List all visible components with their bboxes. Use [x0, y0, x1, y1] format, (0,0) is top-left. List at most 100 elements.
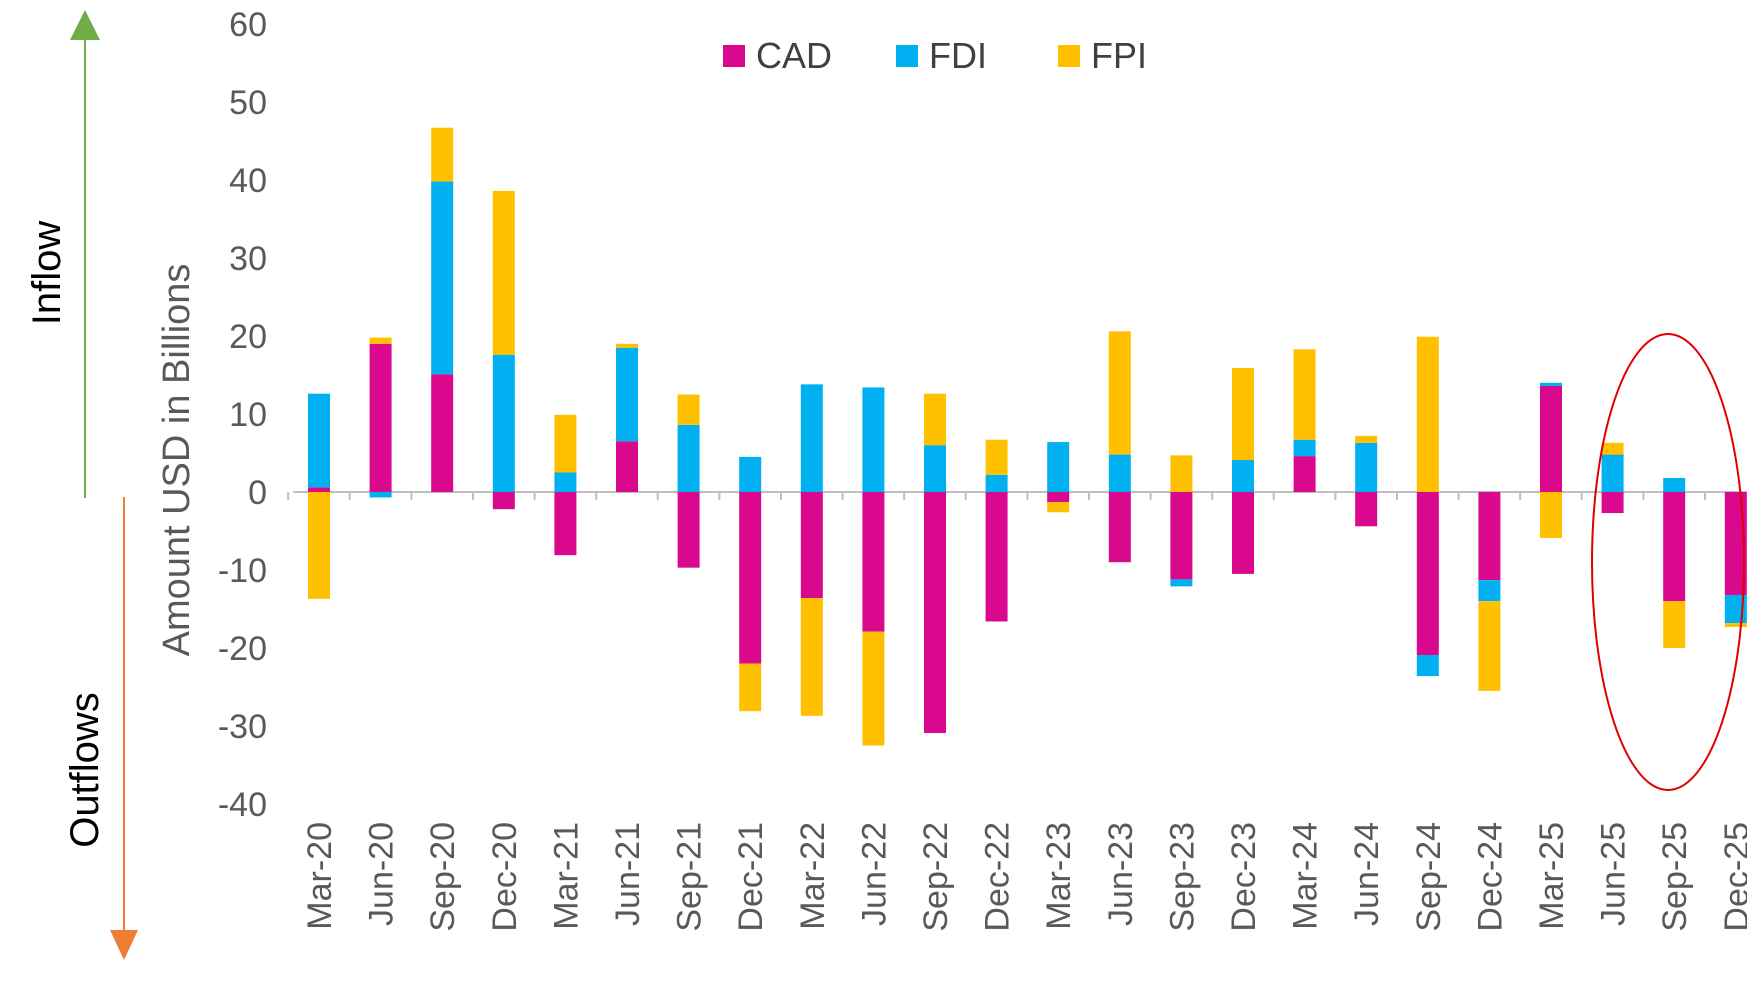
- bar-cad-mar-22: [800, 492, 823, 599]
- x-tick-label: Mar-24: [1287, 822, 1325, 930]
- y-tick-label: 30: [229, 240, 267, 278]
- y-tick-label: 20: [229, 318, 267, 356]
- bar-cad-sep-22: [924, 492, 946, 734]
- bar-cad-dec-20: [492, 492, 515, 510]
- bar-fpi-mar-20: [308, 492, 330, 599]
- x-tick-label: Jun-21: [609, 822, 647, 926]
- bar-cad-sep-23: [1170, 492, 1193, 580]
- y-axis-label: Amount USD in Billions: [156, 264, 198, 657]
- bar-cad-mar-23: [1047, 492, 1070, 503]
- legend-swatch-fdi: [896, 45, 918, 67]
- bar-fdi-sep-20: [431, 181, 454, 375]
- bar-fpi-dec-24: [1478, 601, 1501, 691]
- bar-fpi-sep-23: [1170, 455, 1193, 492]
- y-tick-label: 50: [229, 84, 267, 122]
- y-tick-label: 10: [229, 396, 267, 434]
- legend-label-cad: CAD: [756, 35, 832, 76]
- inflow-arrow-head: [70, 10, 100, 40]
- bar-fpi-dec-21: [739, 663, 762, 712]
- bar-fpi-sep-21: [677, 394, 700, 425]
- bar-cad-mar-24: [1293, 456, 1316, 492]
- x-axis-ticks: Mar-20 Jun-20 Sep-20 Dec-20 Mar-21 Jun-21 Sep-…: [287, 492, 1747, 932]
- bar-fdi-jun-22: [862, 387, 885, 492]
- x-tick-label: Dec-22: [979, 822, 1017, 932]
- bar-cad-jun-20: [369, 343, 392, 492]
- bar-cad-jun-23: [1108, 492, 1131, 563]
- bar-fdi-dec-24: [1478, 580, 1501, 602]
- x-tick-label: Mar-22: [794, 822, 832, 930]
- bar-cad-dec-24: [1478, 492, 1501, 581]
- bar-fpi-sep-25: [1663, 601, 1686, 648]
- bar-cad-mar-25: [1540, 385, 1562, 492]
- bar-cad-dec-23: [1232, 492, 1254, 574]
- bar-fpi-mar-24: [1293, 349, 1316, 440]
- bar-fpi-sep-20: [431, 127, 454, 182]
- bar-fdi-dec-22: [985, 474, 1008, 492]
- bar-fdi-sep-23: [1170, 579, 1193, 587]
- bar-fpi-sep-24: [1416, 336, 1439, 492]
- bar-fpi-jun-24: [1355, 435, 1378, 443]
- legend-label-fdi: FDI: [929, 35, 987, 76]
- bar-fdi-sep-25: [1663, 477, 1686, 492]
- legend: CAD FDI FPI: [723, 35, 1147, 76]
- bar-fpi-dec-23: [1232, 367, 1254, 461]
- outflow-label: Outflows: [63, 692, 107, 848]
- bar-fdi-mar-21: [554, 472, 577, 492]
- x-tick-label: Jun-20: [363, 822, 401, 926]
- x-tick-label: Sep-25: [1656, 822, 1694, 932]
- bar-fdi-sep-22: [924, 445, 946, 492]
- x-tick-label: Dec-21: [732, 822, 770, 932]
- bar-cad-mar-21: [554, 492, 577, 556]
- bar-fpi-mar-21: [554, 414, 577, 473]
- bar-fdi-mar-22: [800, 384, 823, 492]
- y-tick-label: 60: [229, 6, 267, 44]
- inflow-label: Inflow: [25, 221, 69, 326]
- bar-cad-sep-24: [1416, 492, 1439, 656]
- x-tick-label: Mar-21: [547, 822, 585, 930]
- bar-fdi-jun-20: [369, 492, 392, 498]
- bar-fdi-mar-24: [1293, 439, 1316, 457]
- bar-cad-sep-21: [677, 492, 700, 568]
- bar-cad-jun-25: [1601, 492, 1624, 514]
- y-tick-label: -40: [218, 786, 267, 824]
- bar-cad-jun-22: [862, 492, 885, 632]
- bar-fpi-dec-22: [985, 439, 1008, 475]
- bar-fdi-sep-21: [677, 424, 700, 492]
- bar-cad-dec-25: [1724, 492, 1747, 595]
- x-tick-label: Mar-20: [301, 822, 339, 930]
- x-tick-label: Mar-25: [1533, 822, 1571, 930]
- bar-cad-dec-21: [739, 492, 762, 664]
- outflow-arrow-head: [110, 930, 138, 960]
- x-tick-label: Jun-22: [855, 822, 893, 926]
- bar-fdi-mar-25: [1540, 382, 1562, 386]
- bar-fpi-jun-25: [1601, 442, 1624, 455]
- bar-fdi-jun-23: [1108, 454, 1131, 492]
- x-tick-label: Dec-20: [486, 822, 524, 932]
- x-tick-label: Dec-25: [1718, 822, 1747, 932]
- bar-fpi-dec-25: [1724, 623, 1747, 627]
- bar-cad-sep-20: [431, 374, 454, 492]
- x-tick-label: Sep-23: [1163, 822, 1201, 932]
- bar-cad-jun-24: [1355, 492, 1378, 527]
- bar-fpi-dec-20: [492, 190, 515, 355]
- bar-fpi-jun-22: [862, 631, 885, 746]
- highlight-ellipse: [1591, 333, 1745, 791]
- bar-cad-sep-25: [1663, 492, 1686, 602]
- bar-fpi-jun-21: [616, 343, 638, 348]
- x-tick-label: Jun-24: [1348, 822, 1386, 926]
- bar-fpi-jun-23: [1108, 331, 1131, 455]
- x-tick-label: Sep-21: [671, 822, 709, 932]
- bar-fpi-mar-25: [1540, 492, 1562, 539]
- y-tick-label: -10: [218, 552, 267, 590]
- bar-fdi-dec-21: [739, 456, 762, 492]
- bar-fpi-mar-23: [1047, 502, 1070, 513]
- y-tick-label: -30: [218, 708, 267, 746]
- bar-cad-mar-20: [308, 487, 330, 492]
- bar-cad-jun-21: [616, 441, 638, 492]
- bar-fdi-jun-21: [616, 347, 638, 442]
- legend-label-fpi: FPI: [1091, 35, 1147, 76]
- bar-fdi-dec-20: [492, 354, 515, 492]
- x-tick-label: Dec-23: [1225, 822, 1263, 932]
- y-axis-ticks: 60 50 40 30 20 10 0 -10 -20 -30 -40: [218, 6, 267, 824]
